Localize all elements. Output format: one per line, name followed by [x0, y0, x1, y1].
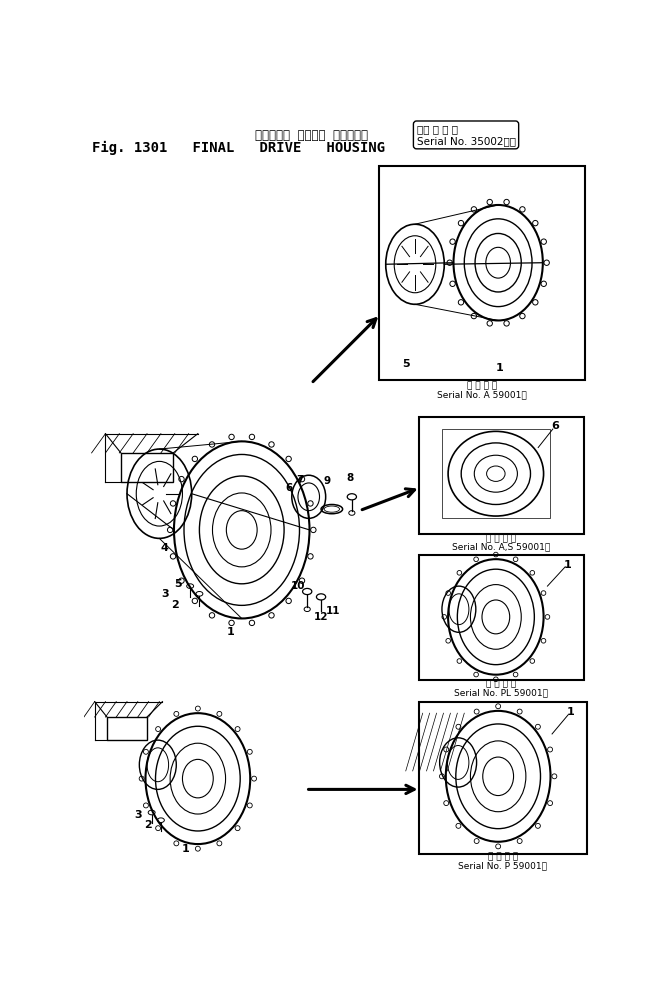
Bar [121, 453, 173, 483]
Text: 6: 6 [286, 483, 293, 492]
Text: 4: 4 [161, 543, 168, 552]
Text: 9: 9 [324, 477, 331, 487]
Bar [379, 166, 585, 379]
Bar [419, 702, 587, 854]
Text: 12: 12 [314, 612, 328, 622]
Text: 1: 1 [226, 627, 234, 637]
Text: 5: 5 [402, 360, 409, 370]
Text: 2: 2 [171, 600, 178, 609]
Text: 1: 1 [496, 363, 503, 374]
Bar [442, 429, 549, 518]
Text: ファイナル  ドライブ  ハウジング: ファイナル ドライブ ハウジング [255, 129, 368, 142]
Text: 適 用 号 機: 適 用 号 機 [486, 679, 517, 688]
Text: 適 用 号 機: 適 用 号 機 [486, 534, 517, 543]
Bar [419, 417, 584, 534]
Text: 1: 1 [182, 844, 190, 854]
Text: 10: 10 [291, 581, 305, 591]
Text: （適 用 号 機
Serial No. 35002～）: （適 用 号 機 Serial No. 35002～） [417, 124, 515, 145]
Text: 1: 1 [564, 559, 571, 569]
Text: 2: 2 [144, 820, 152, 830]
Text: 7: 7 [296, 475, 303, 485]
Bar [419, 555, 584, 680]
Text: 11: 11 [325, 606, 340, 615]
Text: 6: 6 [551, 421, 559, 431]
Text: 3: 3 [161, 589, 168, 599]
Text: 1: 1 [567, 708, 574, 718]
Text: Serial No. PL 59001～: Serial No. PL 59001～ [454, 688, 548, 697]
Text: Fig. 1301   FINAL   DRIVE   HOUSING: Fig. 1301 FINAL DRIVE HOUSING [91, 141, 385, 155]
Text: 適 用 号 機: 適 用 号 機 [467, 381, 497, 390]
Text: Serial No. A 59001～: Serial No. A 59001～ [437, 390, 527, 399]
Text: Serial No. P 59001～: Serial No. P 59001～ [458, 861, 547, 870]
Text: Serial No. A,S 59001～: Serial No. A,S 59001～ [452, 543, 550, 551]
Text: 適 用 号 機: 適 用 号 機 [488, 852, 518, 862]
Bar [107, 717, 147, 740]
Text: 5: 5 [174, 579, 182, 589]
Text: 8: 8 [346, 474, 353, 484]
Text: 3: 3 [134, 810, 141, 820]
